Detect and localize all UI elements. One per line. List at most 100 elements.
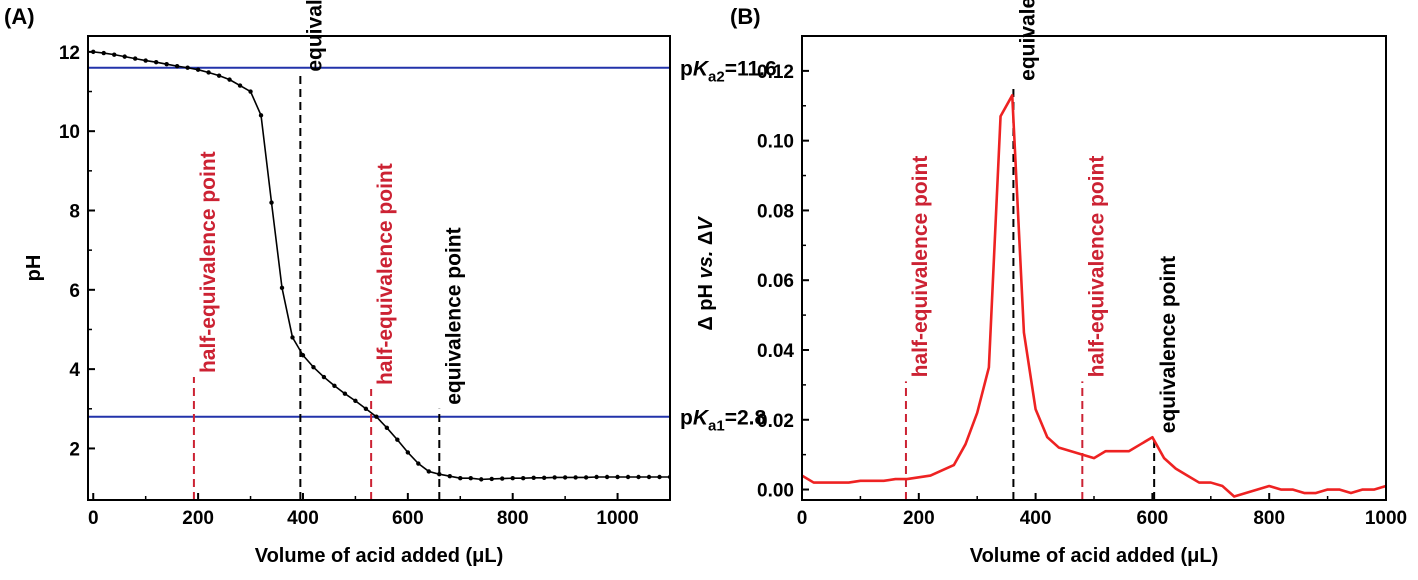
panel-b-ticks: 0 200 400 600 800 1000 0.00 0.02 0.04 0.06 0.08 0.1… <box>757 62 1407 529</box>
panel-a-data-point <box>531 475 536 480</box>
panel-a-data-point <box>416 461 421 466</box>
panel-b-xtick-label: 0 <box>797 508 808 529</box>
panel-a-data-point <box>290 335 295 340</box>
panel-a-data-point <box>195 67 201 72</box>
panel-a-ylabel: pH <box>23 255 45 282</box>
panel-a-data-point <box>510 475 515 481</box>
panel-a-ytick-label: 8 <box>69 201 80 222</box>
panel-b-xtick-label: 600 <box>1137 508 1169 529</box>
panel-b-label: (B) <box>730 4 761 29</box>
panel-a-data-point <box>562 475 568 480</box>
panel-a-data-point <box>332 383 337 388</box>
panel-a-ytick-label: 4 <box>69 360 80 381</box>
panel-b-xtick-label: 400 <box>1020 508 1052 529</box>
panel-b-xlabel: Volume of acid added (μL) <box>970 545 1219 567</box>
panel-b-xtick-label: 1000 <box>1365 508 1407 529</box>
panel-a-data-point <box>269 200 274 205</box>
panel-a-data-point <box>101 50 106 56</box>
panel-b-xtick-label: 800 <box>1253 508 1285 529</box>
panel-a-ytick-label: 6 <box>69 281 80 302</box>
panel-a-pka-label: pKa1=2.8 <box>680 407 766 435</box>
panel-b-ytick-label: 0.10 <box>757 132 794 153</box>
panel-a-ytick-label: 12 <box>59 43 80 64</box>
panel-a-data-point <box>468 475 473 481</box>
panel-a-data-point <box>405 450 411 455</box>
panel-a-xlabel: Volume of acid added (μL) <box>255 545 504 567</box>
panel-a-data-point <box>174 63 180 69</box>
panel-a-data-point <box>353 398 358 404</box>
panel-a-marks: pKa2=11.6 pKa1=2.8 half-equivalence point e… <box>88 0 777 500</box>
panel-a-frame <box>87 35 671 501</box>
panel-a-data-point <box>552 475 557 480</box>
panel-a-ytick-label: 10 <box>59 122 80 143</box>
panel-a-data-point <box>374 414 379 419</box>
panel-b-plot-area <box>802 84 1386 500</box>
panel-a-data-point <box>395 437 400 442</box>
panel-b-half-eq-label: half-equivalence point <box>1085 156 1108 378</box>
panel-a-ticks: 0 200 400 600 800 1000 2 4 6 8 10 12 <box>59 43 639 529</box>
panel-b-eq-label: equivalence point <box>1016 0 1039 81</box>
panel-b-ylabel-part1: Δ pH <box>695 278 717 330</box>
panel-a-data-point <box>479 477 484 482</box>
panel-a-data-point <box>112 52 117 57</box>
panel-a-data-point <box>500 476 505 481</box>
panel-a-data-point <box>300 353 306 358</box>
panel-a-data-point <box>437 472 442 477</box>
panel-a-data-point <box>311 364 316 370</box>
panel-a-data-point <box>489 476 494 482</box>
panel-a-xtick-label: 1000 <box>596 508 638 529</box>
panel-b-ytick-label: 0.04 <box>757 341 794 362</box>
panel-a-data-point <box>573 475 578 480</box>
panel-b: (B) half-equivalence point equivalence po… <box>695 0 1407 567</box>
panel-b-ylabel-part3: Δ <box>695 231 717 251</box>
panel-a-data-point <box>258 113 264 118</box>
panel-a-data-point <box>164 61 169 67</box>
panel-a-xtick-label: 0 <box>88 508 99 529</box>
panel-a-data-point <box>384 425 390 431</box>
panel-a-data-point <box>636 474 641 480</box>
panel-a-data-point <box>646 474 652 480</box>
panel-a-xtick-label: 400 <box>287 508 319 529</box>
panel-a-data-point <box>447 474 452 479</box>
panel-a-data-point <box>520 475 526 481</box>
panel-a-half-eq-label: half-equivalence point <box>374 163 397 385</box>
panel-b-ytick-label: 0.02 <box>757 411 794 432</box>
panel-a-data-point <box>321 374 327 380</box>
panel-a-data-point <box>458 475 463 481</box>
panel-b-series-line <box>802 94 1386 498</box>
panel-a-xtick-label: 200 <box>182 508 214 529</box>
panel-a-data-point <box>132 56 138 61</box>
panel-a-data-point <box>206 70 211 75</box>
panel-a-label: (A) <box>4 4 35 29</box>
panel-a-data-point <box>153 59 159 65</box>
panel-a-data-point <box>216 73 222 78</box>
panel-a-data-point <box>279 285 285 291</box>
panel-a-ytick-label: 2 <box>69 439 80 460</box>
panel-b-ylabel-part2: vs. <box>695 251 717 279</box>
panel-a-data-point <box>122 54 127 59</box>
panel-a-pka-label: pKa2=11.6 <box>680 58 777 86</box>
panel-b-ylabel-part4: V <box>695 216 717 231</box>
panel-a-data-point <box>342 391 348 396</box>
panel-a-half-eq-label: half-equivalence point <box>197 151 220 373</box>
panel-a-data-point <box>237 83 243 88</box>
panel-a-xtick-label: 800 <box>497 508 529 529</box>
panel-a-data-point <box>185 65 190 70</box>
panel-b-marks: half-equivalence point equivalence point h… <box>802 0 1386 500</box>
panel-b-ytick-label: 0.00 <box>757 481 794 502</box>
panel-b-ytick-label: 0.06 <box>757 271 794 292</box>
panel-b-ylabel: Δ pH vs. ΔV <box>695 216 717 331</box>
panel-a-data-point <box>227 77 232 82</box>
panel-a-xtick-label: 600 <box>392 508 424 529</box>
panel-b-half-eq-label: half-equivalence point <box>909 156 932 378</box>
panel-a-data-point <box>541 475 547 480</box>
panel-a-data-point <box>426 469 432 474</box>
panel-a-data-point <box>625 474 631 480</box>
panel-a-eq-label: equivalence point <box>442 227 465 404</box>
panel-a-data-point <box>248 89 253 94</box>
panel-a-data-point <box>594 474 599 480</box>
panel-a-data-point <box>363 406 369 411</box>
panel-a: (A) pKa2=11.6 pKa1=2.8 half-equivalence po… <box>4 0 777 567</box>
panel-b-ytick-label: 0.08 <box>757 201 794 222</box>
